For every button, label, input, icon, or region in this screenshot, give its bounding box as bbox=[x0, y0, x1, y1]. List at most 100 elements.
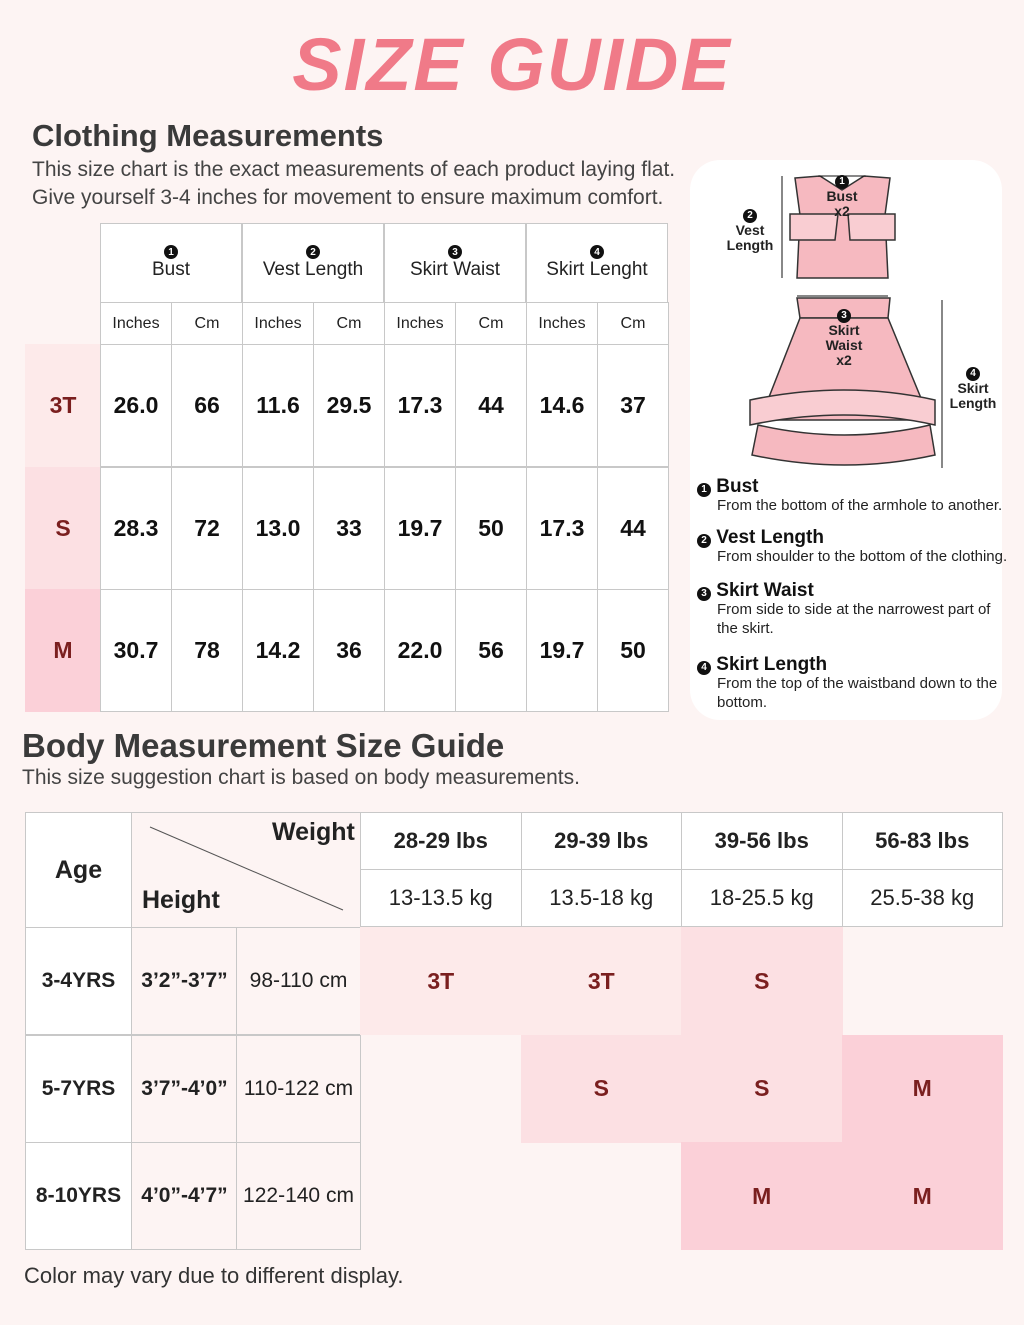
measure-cell: 17.3 bbox=[526, 466, 598, 590]
label-text: Skirt bbox=[828, 321, 860, 338]
label-number: 3 bbox=[837, 308, 851, 323]
weight-kg: 13.5-18 kg bbox=[520, 869, 682, 927]
measure-cell: 13.0 bbox=[242, 466, 314, 590]
label-text: x2 bbox=[836, 351, 852, 368]
unit-header: Cm bbox=[455, 302, 527, 345]
definition-text: bottom. bbox=[717, 694, 768, 711]
measure-cell: 78 bbox=[171, 589, 243, 712]
heading: Clothing Measurements bbox=[32, 118, 384, 153]
measure-cell: 44 bbox=[455, 344, 527, 467]
measure-cell: 30.7 bbox=[100, 589, 172, 712]
label-text: Length bbox=[949, 394, 997, 411]
measure-cell: 11.6 bbox=[242, 344, 314, 467]
size-recommendation: M bbox=[841, 1142, 1003, 1250]
definition-text: the skirt. bbox=[717, 620, 774, 637]
label-number: 4 bbox=[966, 366, 980, 381]
measure-cell: 72 bbox=[171, 466, 243, 590]
label-text: Bust bbox=[826, 187, 858, 204]
definition-term: 2 Vest Length bbox=[697, 527, 824, 549]
body-heading: Body Measurement Size Guide bbox=[22, 727, 505, 764]
label-text: x2 bbox=[834, 202, 850, 219]
unit-header: Cm bbox=[597, 302, 669, 345]
vest-illustration bbox=[749, 175, 936, 466]
measure-cell: 29.5 bbox=[313, 344, 385, 467]
weight-header: Weight bbox=[272, 818, 355, 846]
footer: Color may vary due to different display. bbox=[24, 1263, 404, 1288]
measure-cell: 14.2 bbox=[242, 589, 314, 712]
measure-cell: 14.6 bbox=[526, 344, 598, 467]
measure-cell: 50 bbox=[455, 466, 527, 590]
row-height-ft: 4’0”-4’7” bbox=[131, 1142, 238, 1250]
row-age: 3-4YRS bbox=[25, 927, 132, 1035]
unit-header: Inches bbox=[242, 302, 314, 345]
size-label: S bbox=[25, 466, 101, 590]
row-height-ft: 3’7”-4’0” bbox=[131, 1034, 238, 1143]
size-recommendation: S bbox=[681, 1034, 843, 1143]
weight-kg: 18-25.5 kg bbox=[681, 869, 843, 927]
measure-cell: 19.7 bbox=[526, 589, 598, 712]
height-header: Height bbox=[142, 886, 220, 914]
definition-number: 1 bbox=[697, 482, 711, 497]
row-age: 8-10YRS bbox=[25, 1142, 132, 1250]
age-header: Age bbox=[25, 812, 132, 928]
unit-header: Inches bbox=[100, 302, 172, 345]
column-name: Bust bbox=[151, 259, 191, 280]
weight-lbs: 28-29 lbs bbox=[360, 812, 522, 870]
definition-text: From shoulder to the bottom of the cloth… bbox=[717, 548, 1008, 565]
definition-name: Bust bbox=[716, 476, 759, 497]
measure-lines bbox=[781, 175, 943, 468]
measure-cell: 50 bbox=[597, 589, 669, 712]
diagram-label: 1 Bust x2 bbox=[802, 172, 882, 219]
size-recommendation: 3T bbox=[520, 927, 682, 1035]
definition-number: 3 bbox=[697, 586, 711, 601]
definition-name: Skirt Length bbox=[716, 654, 828, 675]
measure-cell: 22.0 bbox=[384, 589, 456, 712]
description: This size chart is the exact measurement… bbox=[32, 158, 676, 181]
unit-header: Inches bbox=[384, 302, 456, 345]
diagonal bbox=[149, 826, 344, 911]
size-recommendation: S bbox=[681, 927, 843, 1035]
weight-kg: 13-13.5 kg bbox=[360, 869, 522, 927]
diagram-label: 4 Skirt Length bbox=[933, 364, 1013, 411]
label-number: 2 bbox=[743, 208, 757, 223]
measure-cell: 56 bbox=[455, 589, 527, 712]
column-number: 3 bbox=[448, 245, 462, 259]
measure-cell: 33 bbox=[313, 466, 385, 590]
size-recommendation: 3T bbox=[360, 927, 522, 1035]
measure-cell: 44 bbox=[597, 466, 669, 590]
size-recommendation: S bbox=[520, 1034, 682, 1143]
column-name: Skirt Lenght bbox=[546, 259, 648, 280]
weight-kg: 25.5-38 kg bbox=[841, 869, 1003, 927]
definition-name: Vest Length bbox=[716, 527, 824, 548]
weight-lbs: 56-83 lbs bbox=[841, 812, 1003, 870]
column-name: Skirt Waist bbox=[409, 259, 501, 280]
row-height-cm: 110-122 cm bbox=[236, 1034, 361, 1143]
unit-header: Cm bbox=[171, 302, 243, 345]
diagram-label: 2 Vest Length bbox=[710, 206, 790, 253]
size-recommendation: M bbox=[841, 1034, 1003, 1143]
column-header: 3 Skirt Waist bbox=[384, 223, 526, 303]
column-header: 4 Skirt Lenght bbox=[526, 223, 668, 303]
definition-term: 4 Skirt Length bbox=[697, 654, 827, 676]
measure-cell: 17.3 bbox=[384, 344, 456, 467]
description: Give yourself 3-4 inches for movement to… bbox=[32, 186, 664, 209]
label-number: 1 bbox=[835, 174, 849, 189]
definition-term: 1 Bust bbox=[697, 476, 759, 498]
definition-text: From side to side at the narrowest part … bbox=[717, 601, 991, 618]
definition-number: 2 bbox=[697, 533, 711, 548]
column-header: 1 Bust bbox=[100, 223, 242, 303]
definition-text: From the top of the waistband down to th… bbox=[717, 675, 998, 692]
label-text: Waist bbox=[825, 336, 863, 353]
size-recommendation: M bbox=[681, 1142, 843, 1250]
measure-cell: 28.3 bbox=[100, 466, 172, 590]
measure-cell: 37 bbox=[597, 344, 669, 467]
column-number: 4 bbox=[590, 245, 604, 259]
diagram-label: 3 Skirt Waist x2 bbox=[804, 306, 884, 368]
weight-lbs: 39-56 lbs bbox=[681, 812, 843, 870]
size-label: 3T bbox=[25, 344, 101, 467]
body-description: This size suggestion chart is based on b… bbox=[22, 766, 580, 789]
definition-term: 3 Skirt Waist bbox=[697, 580, 814, 602]
unit-header: Inches bbox=[526, 302, 598, 345]
